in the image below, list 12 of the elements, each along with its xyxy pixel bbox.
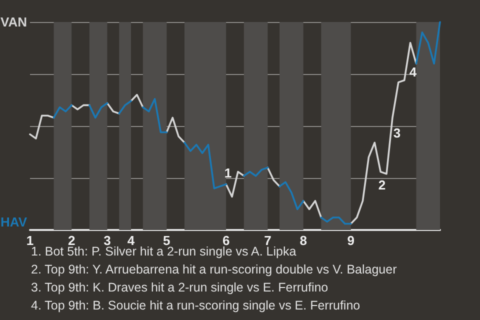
annotation: 2 (378, 178, 386, 192)
text: 4. Top 9th: B. Soucie hit a run-scoring single vs E. Ferrufino (31, 298, 360, 312)
text: HAV (0, 214, 28, 230)
x-tick-label: 1 (26, 233, 34, 248)
annotation: 3 (393, 126, 401, 140)
annotation: 1 (224, 166, 232, 180)
x-tick-label: 9 (347, 233, 354, 248)
text: 3. Top 9th: K. Draves hit a 2-run single vs E. Ferrufino (31, 280, 328, 294)
text: 2. Top 9th: Y. Arruebarrena hit a run-scoring double vs V. Balaguer (31, 262, 397, 276)
text: VAN (0, 14, 27, 30)
annotation: 4 (409, 64, 418, 80)
x-tick-label: 8 (300, 233, 307, 248)
